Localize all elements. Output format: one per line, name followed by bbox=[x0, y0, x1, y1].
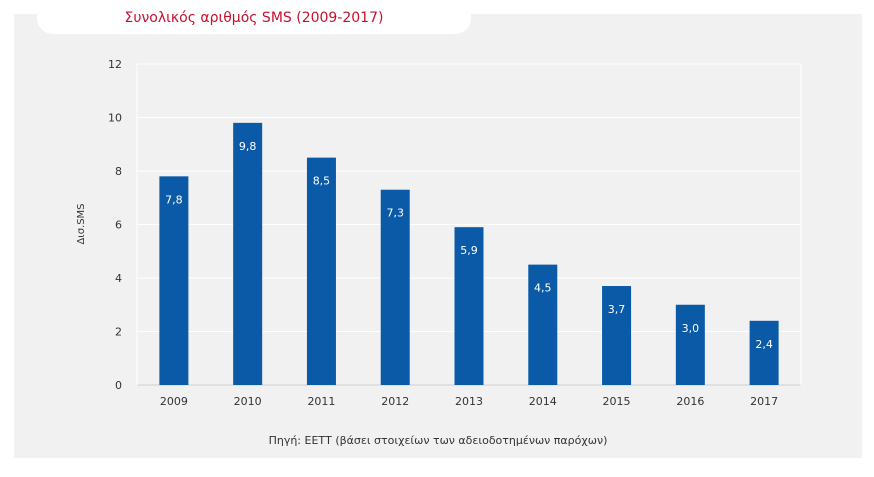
x-tick-label: 2010 bbox=[234, 395, 262, 408]
bar-value-label: 3,0 bbox=[682, 322, 700, 335]
y-tick-label: 10 bbox=[108, 112, 122, 125]
bar-value-label: 8,5 bbox=[313, 175, 331, 188]
y-tick-label: 0 bbox=[115, 379, 122, 392]
y-tick-label: 4 bbox=[115, 272, 122, 285]
bar-value-label: 2,4 bbox=[755, 338, 773, 351]
bar-value-label: 9,8 bbox=[239, 140, 257, 153]
chart-panel bbox=[14, 14, 862, 458]
x-tick-label: 2012 bbox=[381, 395, 409, 408]
y-tick-label: 2 bbox=[115, 326, 122, 339]
bar-value-label: 7,8 bbox=[165, 193, 183, 206]
bar-2012 bbox=[380, 189, 410, 385]
x-tick-label: 2014 bbox=[529, 395, 557, 408]
bar-2015 bbox=[602, 286, 632, 385]
chart-title: Συνολικός αριθμός SMS (2009-2017) bbox=[124, 10, 384, 26]
x-tick-label: 2013 bbox=[455, 395, 483, 408]
y-tick-label: 8 bbox=[115, 165, 122, 178]
source-note: Πηγή: ΕΕΤΤ (βάσει στοιχείων των αδειοδοτ… bbox=[268, 434, 608, 447]
x-tick-label: 2011 bbox=[307, 395, 335, 408]
bar-value-label: 4,5 bbox=[534, 282, 552, 295]
bar-value-label: 7,3 bbox=[386, 207, 404, 220]
bar-value-label: 5,9 bbox=[460, 244, 478, 257]
x-axis-ticks: 2009 2010 2011 2012 2013 2014 2015 2016 2017 bbox=[160, 395, 778, 408]
title-tab bbox=[37, 2, 471, 34]
bar-value-label: 3,7 bbox=[608, 303, 626, 316]
bar-2017 bbox=[749, 320, 779, 385]
y-tick-label: 12 bbox=[108, 58, 122, 71]
bar-2014 bbox=[528, 264, 558, 385]
x-tick-label: 2015 bbox=[603, 395, 631, 408]
x-tick-label: 2016 bbox=[676, 395, 704, 408]
y-axis-ticks: 0 2 4 6 8 10 12 bbox=[108, 58, 122, 392]
bar-2016 bbox=[675, 304, 705, 385]
y-axis-title: Δισ.SMS bbox=[76, 203, 87, 244]
bar-2011 bbox=[306, 157, 336, 385]
bar-2010 bbox=[233, 122, 263, 385]
bar-2009 bbox=[159, 176, 189, 385]
y-tick-label: 6 bbox=[115, 219, 122, 232]
bar-2013 bbox=[454, 227, 484, 385]
x-tick-label: 2009 bbox=[160, 395, 188, 408]
x-tick-label: 2017 bbox=[750, 395, 778, 408]
bars: 7,8 9,8 8,5 7,3 5,9 4,5 3,7 3,0 2,4 bbox=[159, 122, 779, 385]
